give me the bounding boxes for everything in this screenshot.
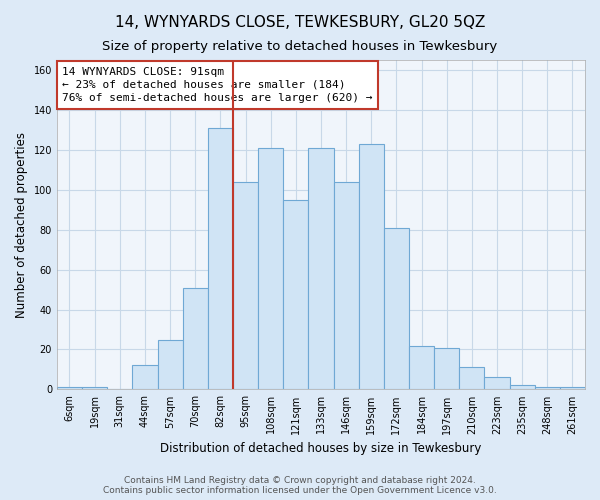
Bar xyxy=(182,288,208,390)
Bar xyxy=(509,386,535,390)
Bar xyxy=(484,378,509,390)
Bar xyxy=(535,388,560,390)
Bar xyxy=(308,148,334,390)
Bar xyxy=(57,388,82,390)
X-axis label: Distribution of detached houses by size in Tewkesbury: Distribution of detached houses by size … xyxy=(160,442,482,455)
Bar xyxy=(258,148,283,390)
Bar xyxy=(334,182,359,390)
Bar xyxy=(384,228,409,390)
Bar xyxy=(233,182,258,390)
Bar xyxy=(208,128,233,390)
Text: Size of property relative to detached houses in Tewkesbury: Size of property relative to detached ho… xyxy=(103,40,497,53)
Bar xyxy=(409,346,434,390)
Y-axis label: Number of detached properties: Number of detached properties xyxy=(15,132,28,318)
Bar xyxy=(158,340,182,390)
Text: 14 WYNYARDS CLOSE: 91sqm
← 23% of detached houses are smaller (184)
76% of semi-: 14 WYNYARDS CLOSE: 91sqm ← 23% of detach… xyxy=(62,66,373,103)
Bar xyxy=(82,388,107,390)
Bar xyxy=(359,144,384,390)
Bar xyxy=(133,366,158,390)
Text: 14, WYNYARDS CLOSE, TEWKESBURY, GL20 5QZ: 14, WYNYARDS CLOSE, TEWKESBURY, GL20 5QZ xyxy=(115,15,485,30)
Text: Contains HM Land Registry data © Crown copyright and database right 2024.
Contai: Contains HM Land Registry data © Crown c… xyxy=(103,476,497,495)
Bar xyxy=(459,368,484,390)
Bar xyxy=(560,388,585,390)
Bar xyxy=(434,348,459,390)
Bar xyxy=(283,200,308,390)
